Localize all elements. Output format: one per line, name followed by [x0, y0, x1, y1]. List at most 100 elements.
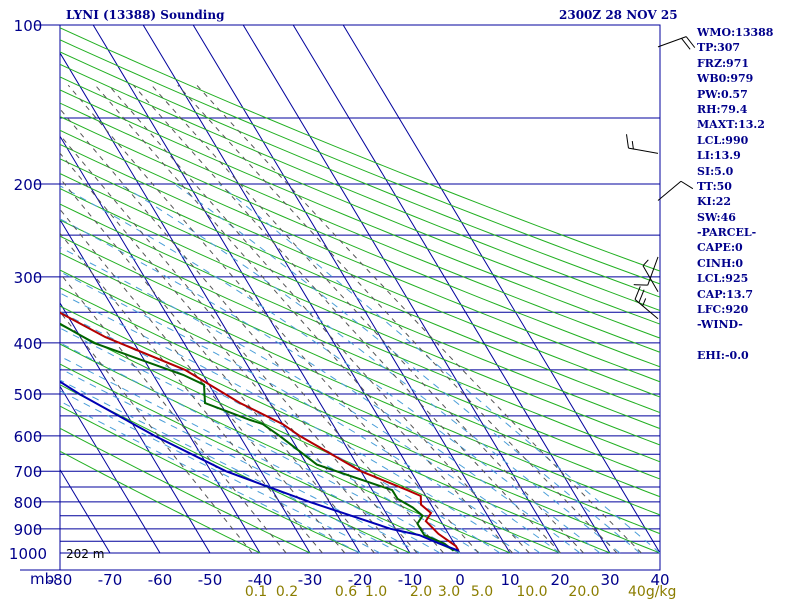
mixing-ratio-label: 3.0 — [438, 584, 460, 600]
dry-adiabat-line — [60, 343, 511, 554]
wind-barb — [626, 134, 659, 154]
dry-adiabat-line — [60, 172, 660, 430]
stat-item: SI:5.0 — [697, 164, 734, 178]
wind-barbs — [626, 36, 696, 320]
moist-adiabat-line — [60, 292, 521, 554]
dry-adiabat-line — [60, 129, 660, 383]
moist-adiabats — [60, 183, 660, 554]
wind-barb-staff — [657, 180, 682, 201]
moist-adiabat-line — [60, 367, 421, 554]
stat-item — [697, 333, 773, 348]
mixing-ratio-unit: 40g/kg — [628, 584, 676, 600]
isotherm-line — [192, 25, 511, 554]
dry-adiabat-line — [60, 450, 261, 554]
stat-item: KI:22 — [697, 195, 732, 209]
mixing-ratio-line — [60, 208, 346, 554]
wind-barb-staff — [647, 256, 659, 286]
dry-adiabat-line — [60, 188, 660, 446]
temperature-line — [60, 311, 460, 552]
dry-adiabat-line — [60, 51, 660, 298]
stat-item: RH:79.4 — [697, 102, 748, 116]
mixing-ratio-label: 0.6 — [335, 584, 357, 600]
valid-time: 2300Z 28 NOV 25 — [559, 8, 678, 22]
isotherm-line — [92, 25, 411, 554]
pressure-tick-label: 100 — [14, 17, 43, 35]
mixing-ratio-label: 1.0 — [365, 584, 387, 600]
temp-tick-label: -10 — [398, 571, 423, 589]
dry-adiabat-line — [60, 102, 660, 353]
wind-barb — [642, 259, 659, 292]
mixing-ratio-label: 0.2 — [276, 584, 298, 600]
dry-adiabat-line — [60, 269, 660, 535]
mixing-ratio-label: 20.0 — [568, 584, 599, 600]
stat-item: LCL:925 — [697, 272, 749, 286]
dry-adiabat-line — [60, 219, 660, 480]
stat-item: WB0:979 — [697, 72, 754, 86]
mixing-ratio-line — [177, 84, 618, 554]
pressure-unit-label: mb — [30, 570, 54, 588]
isotherm-line — [60, 302, 211, 554]
mixing-ratio-lines — [60, 84, 642, 554]
stat-item: LI:13.9 — [697, 149, 741, 163]
moist-adiabat-line — [60, 390, 381, 554]
stat-item: TP:307 — [697, 41, 741, 55]
moist-adiabat-line — [60, 400, 361, 554]
temp-tick-label: -20 — [348, 571, 373, 589]
stat-item: CAPE:0 — [697, 241, 743, 255]
moist-adiabat-line — [60, 342, 461, 554]
stat-item: CAP:13.7 — [697, 287, 754, 301]
stat-item: MAXT:13.2 — [697, 118, 765, 132]
isotherm-line — [60, 135, 311, 554]
stat-item: LFC:920 — [697, 303, 749, 317]
pressure-tick-label: 400 — [14, 335, 43, 353]
sounding-stats-list: WMO:13388 TP:307 FRZ:971 WB0:979 PW:0.57 RH:7… — [697, 25, 773, 364]
moist-adiabat-line — [60, 218, 581, 554]
dry-adiabat-line — [60, 39, 660, 285]
moist-adiabat-line — [174, 183, 641, 554]
mixing-ratio-label: 2.0 — [410, 584, 432, 600]
temp-tick-label: -40 — [248, 571, 273, 589]
mixing-ratio-line — [60, 232, 323, 554]
dry-adiabat-line — [60, 252, 660, 516]
moist-adiabat-line — [60, 271, 541, 554]
stat-item: SW:46 — [697, 210, 736, 224]
mixing-ratio-line — [60, 177, 375, 554]
pressure-tick-label: 900 — [14, 521, 43, 539]
moist-adiabat-line — [60, 355, 441, 554]
pressure-tick-label: 600 — [14, 428, 43, 446]
dry-adiabats — [60, 27, 660, 554]
mixing-ratio-line — [133, 84, 561, 554]
wind-barb-flag — [634, 286, 641, 300]
temp-tick-label: -70 — [98, 571, 123, 589]
dry-adiabat-line — [60, 287, 660, 554]
dry-adiabat-line — [60, 158, 660, 414]
dry-adiabat-line — [60, 427, 311, 554]
stat-item: WMO:13388 — [697, 26, 774, 39]
wind-barb-flag — [638, 289, 645, 303]
wind-barb-flag — [642, 259, 649, 267]
dry-adiabat-line — [60, 63, 660, 312]
chart-title: LYNI (13388) Sounding — [66, 8, 225, 22]
mixing-ratio-line — [108, 84, 530, 554]
stat-item: FRZ:971 — [697, 56, 750, 70]
stat-item: CINH:0 — [697, 256, 744, 270]
sounding-series — [60, 311, 460, 552]
wind-barb-flag — [642, 298, 647, 307]
surface-height-label: 202 m — [66, 547, 104, 561]
dry-adiabat-line — [60, 76, 660, 325]
wind-barb-flag — [681, 37, 691, 50]
mixing-ratio-label: 5.0 — [471, 584, 493, 600]
stat-item: LCL:990 — [697, 133, 749, 147]
isotherm-line — [342, 25, 660, 554]
pressure-tick-label: 800 — [14, 494, 43, 512]
isotherm-line — [242, 25, 561, 554]
dry-adiabat-line — [60, 363, 461, 554]
dry-adiabat-line — [60, 235, 660, 498]
dry-adiabat-line — [60, 27, 660, 272]
temp-tick-label: 30 — [600, 571, 619, 589]
temp-tick-label: -30 — [298, 571, 323, 589]
dry-adiabat-line — [60, 324, 561, 554]
pressure-tick-label: 200 — [14, 176, 43, 194]
plot-frame — [59, 24, 661, 571]
